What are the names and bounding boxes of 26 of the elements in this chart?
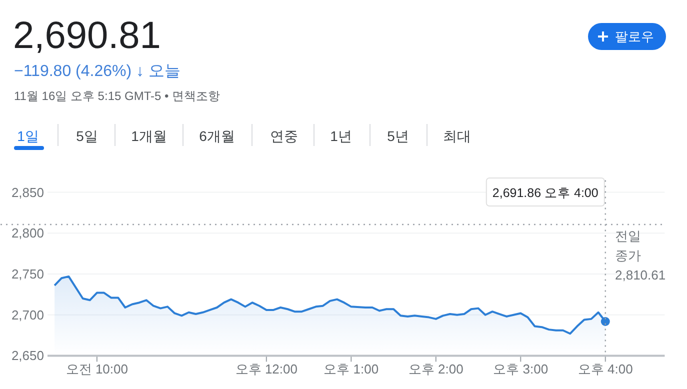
y-tick-label: 2,850 — [11, 184, 44, 200]
x-tick-label: 오후 2:00 — [408, 362, 464, 377]
x-tick-label: 오후 1:00 — [324, 362, 379, 377]
annotation: 2,691.86 오후 4:00 — [492, 186, 598, 200]
subtitle: −119.80 (4.26%) ↓ 오늘 — [14, 63, 180, 80]
tooltip: 2,691.86 오후 4:00 — [486, 178, 605, 206]
text: 11월 16일 오후 5:15 GMT-5 • 면책조항 — [14, 89, 220, 103]
text: 5년 — [387, 128, 409, 144]
y-tick-label: 2,750 — [11, 266, 44, 282]
text: 연중 — [270, 128, 298, 144]
text: 1년 — [330, 128, 352, 144]
x-tick-label: 오후 4:00 — [578, 362, 633, 377]
y-tick-label: 2,700 — [11, 307, 44, 322]
title: 2,690.81 — [13, 15, 161, 57]
text: 1개월 — [131, 128, 167, 144]
x-tick-label: 오전 10:00 — [66, 362, 128, 377]
text: 1일 — [17, 128, 39, 144]
text: 최대 — [443, 128, 471, 144]
x-tick-label: 오후 3:00 — [493, 362, 548, 377]
x-tick-label: 오후 12:00 — [235, 362, 298, 377]
y-tick-label: 2,650 — [11, 348, 44, 364]
ref-line-label: 전일 종가 2,810.61 — [615, 228, 666, 282]
y-tick-label: 2,800 — [11, 226, 44, 241]
button: 팔로우 — [588, 23, 666, 50]
text: 6개월 — [199, 128, 235, 144]
text: 5일 — [76, 128, 98, 144]
